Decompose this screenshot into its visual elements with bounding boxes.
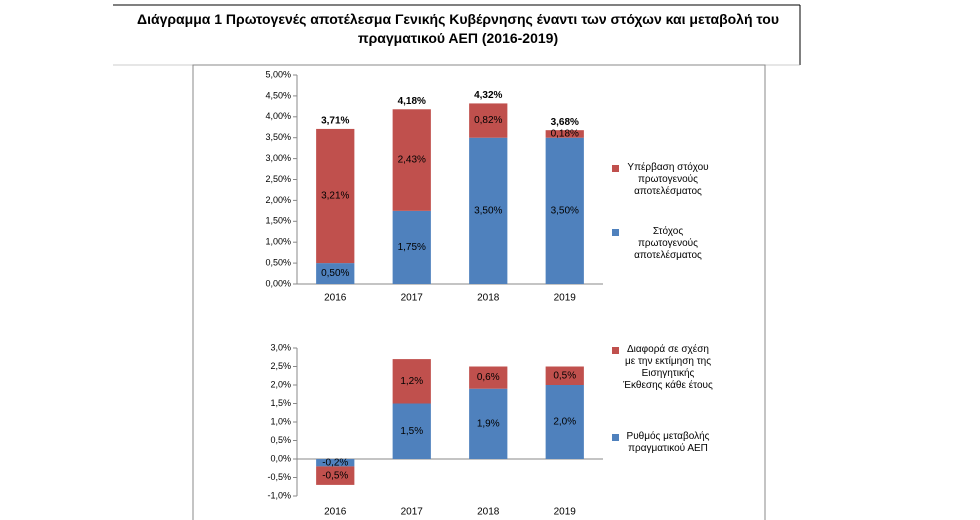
bar-segment: [469, 388, 508, 459]
y-tick-label: 2,50%: [265, 174, 291, 184]
bar-segment: [545, 366, 584, 385]
value-label: 2,0%: [553, 417, 576, 428]
bar-segment: [392, 403, 431, 459]
x-tick-label: 2018: [477, 507, 500, 518]
x-tick-label: 2017: [401, 507, 424, 518]
value-label: 0,6%: [477, 372, 500, 383]
value-label: 3,50%: [551, 205, 579, 216]
value-label: -0,5%: [322, 470, 348, 481]
bar-segment: [392, 210, 431, 284]
value-label: 1,75%: [398, 242, 426, 253]
y-tick-label: 3,50%: [265, 132, 291, 142]
x-tick-label: 2016: [324, 293, 347, 304]
bar-segment: [392, 359, 431, 404]
value-label: -0,2%: [322, 457, 348, 468]
legend-swatch: [612, 434, 619, 441]
y-tick-label: 0,5%: [270, 435, 291, 445]
y-tick-label: 4,00%: [265, 111, 291, 121]
y-tick-label: 2,0%: [270, 379, 291, 389]
legend-label: Υπέρβαση στόχου πρωτογενούς αποτελέσματο…: [627, 162, 709, 197]
y-tick-label: 2,5%: [270, 361, 291, 371]
bar-segment: [469, 103, 508, 138]
legend-swatch: [612, 347, 619, 354]
x-tick-label: 2018: [477, 293, 500, 304]
value-label: 1,9%: [477, 418, 500, 429]
value-label: 3,50%: [474, 205, 502, 216]
legend-label: Διαφορά σε σχέση με την εκτίμηση της Εισ…: [623, 344, 713, 391]
y-tick-label: 1,50%: [265, 216, 291, 226]
bar-segment: [469, 366, 508, 389]
y-tick-label: 1,00%: [265, 237, 291, 247]
value-label: 0,18%: [551, 129, 579, 140]
value-label: 2,43%: [398, 155, 426, 166]
document-title: Διάγραμμα 1 Πρωτογενές αποτέλεσμα Γενική…: [137, 11, 779, 46]
y-tick-label: 0,0%: [270, 453, 291, 463]
x-tick-label: 2019: [554, 507, 577, 518]
bar-segment: [316, 459, 355, 467]
legend-label: Ρυθμός μεταβολής πραγματικού ΑΕΠ: [626, 431, 710, 454]
bar-segment: [545, 137, 584, 284]
legend-label: Στόχος πρωτογενούς αποτελέσματος: [634, 226, 702, 261]
y-tick-label: -1,0%: [267, 490, 291, 500]
x-tick-label: 2016: [324, 507, 347, 518]
x-tick-label: 2019: [554, 293, 577, 304]
y-tick-label: 3,0%: [270, 342, 291, 352]
y-tick-label: 2,00%: [265, 195, 291, 205]
total-label: 4,18%: [398, 96, 426, 107]
y-tick-label: -0,5%: [267, 472, 291, 482]
bar-segment: [469, 137, 508, 284]
value-label: 1,2%: [400, 376, 423, 387]
y-tick-label: 1,0%: [270, 416, 291, 426]
x-tick-label: 2017: [401, 293, 424, 304]
bar-segment: [392, 109, 431, 211]
value-label: 0,5%: [553, 370, 576, 381]
bar-segment: [316, 263, 355, 284]
bar-segment: [545, 385, 584, 459]
y-tick-label: 0,50%: [265, 257, 291, 267]
bar-segment: [316, 128, 355, 264]
value-label: 1,5%: [400, 426, 423, 437]
total-label: 3,71%: [321, 116, 349, 127]
value-label: 3,21%: [321, 191, 349, 202]
chart-frame: [192, 64, 766, 520]
legend-swatch: [612, 165, 619, 172]
y-tick-label: 5,00%: [265, 69, 291, 79]
total-label: 3,68%: [551, 117, 579, 128]
bar-segment: [316, 466, 355, 485]
y-tick-label: 1,5%: [270, 398, 291, 408]
value-label: 0,50%: [321, 268, 349, 279]
value-label: 0,82%: [474, 115, 502, 126]
y-tick-label: 3,00%: [265, 153, 291, 163]
bar-segment: [545, 130, 584, 138]
y-tick-label: 4,50%: [265, 90, 291, 100]
total-label: 4,32%: [474, 90, 502, 101]
legend-swatch: [612, 229, 619, 236]
y-tick-label: 0,00%: [265, 278, 291, 288]
